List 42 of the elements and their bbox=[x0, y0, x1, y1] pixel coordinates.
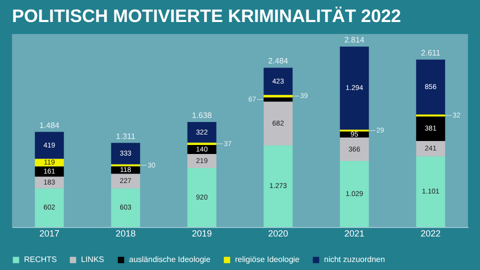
x-tick-label: 2018 bbox=[116, 228, 136, 238]
bar bbox=[416, 60, 446, 114]
bar bbox=[34, 158, 64, 166]
bar bbox=[111, 142, 140, 164]
x-tick-label: 2017 bbox=[39, 228, 60, 238]
bar bbox=[264, 68, 293, 95]
legend-label: religiöse Ideologie bbox=[235, 255, 300, 264]
legend-label: ausländische Ideologie bbox=[129, 255, 211, 264]
total-label: 2.814 bbox=[344, 36, 365, 45]
bar bbox=[340, 161, 369, 227]
bar bbox=[187, 154, 216, 168]
bar bbox=[187, 122, 216, 143]
x-tick-label: 2019 bbox=[192, 228, 212, 238]
chart-title: POLITISCH MOTIVIERTE KRIMINALITÄT 2022 bbox=[12, 6, 402, 26]
bar bbox=[416, 114, 446, 117]
bar bbox=[264, 94, 293, 98]
bar bbox=[416, 140, 446, 156]
bar bbox=[340, 138, 369, 162]
total-label: 1.484 bbox=[39, 120, 60, 130]
bar bbox=[111, 166, 140, 174]
bar bbox=[340, 46, 369, 130]
bar bbox=[34, 188, 64, 227]
bar bbox=[111, 174, 140, 188]
x-tick-label: 2020 bbox=[268, 228, 288, 238]
total-label: 2.484 bbox=[268, 56, 289, 66]
legend-label: RECHTS bbox=[24, 255, 57, 264]
bar bbox=[416, 156, 446, 227]
bar bbox=[187, 168, 216, 227]
bar bbox=[264, 97, 293, 102]
bar bbox=[34, 132, 64, 159]
bar bbox=[111, 188, 140, 227]
x-tick-label: 2021 bbox=[344, 228, 364, 238]
legend-label: nicht zuzuordnen bbox=[324, 255, 385, 264]
total-label: 1.638 bbox=[192, 110, 212, 120]
bar bbox=[34, 176, 64, 188]
total-label: 2.611 bbox=[420, 48, 441, 58]
bar bbox=[416, 116, 446, 141]
bar bbox=[264, 102, 293, 146]
legend-label: LINKS bbox=[81, 255, 104, 264]
bar bbox=[264, 145, 293, 227]
total-label: 1.311 bbox=[116, 132, 136, 141]
x-tick-label: 2022 bbox=[420, 228, 441, 238]
